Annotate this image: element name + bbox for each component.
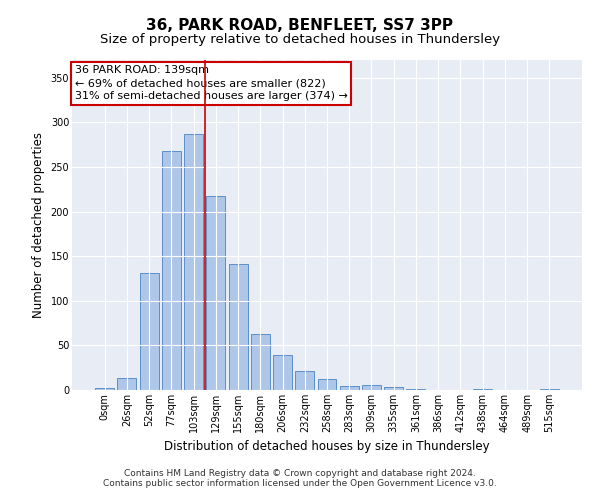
Bar xyxy=(362,384,381,390)
Y-axis label: Number of detached properties: Number of detached properties xyxy=(32,132,45,318)
Bar xyxy=(540,389,559,390)
Bar xyxy=(229,264,248,390)
Bar xyxy=(473,389,492,390)
Text: Contains HM Land Registry data © Crown copyright and database right 2024.: Contains HM Land Registry data © Crown c… xyxy=(124,468,476,477)
Bar xyxy=(118,378,136,390)
Bar xyxy=(206,196,225,390)
Bar xyxy=(340,386,359,390)
Bar xyxy=(140,273,158,390)
Text: 36 PARK ROAD: 139sqm
← 69% of detached houses are smaller (822)
31% of semi-deta: 36 PARK ROAD: 139sqm ← 69% of detached h… xyxy=(74,65,347,102)
Text: 36, PARK ROAD, BENFLEET, SS7 3PP: 36, PARK ROAD, BENFLEET, SS7 3PP xyxy=(146,18,454,32)
Bar xyxy=(95,388,114,390)
Bar xyxy=(162,151,181,390)
Bar xyxy=(184,134,203,390)
Text: Size of property relative to detached houses in Thundersley: Size of property relative to detached ho… xyxy=(100,32,500,46)
Bar xyxy=(384,388,403,390)
Bar xyxy=(295,372,314,390)
Text: Contains public sector information licensed under the Open Government Licence v3: Contains public sector information licen… xyxy=(103,478,497,488)
Bar xyxy=(317,380,337,390)
Bar xyxy=(406,389,425,390)
X-axis label: Distribution of detached houses by size in Thundersley: Distribution of detached houses by size … xyxy=(164,440,490,454)
Bar xyxy=(251,334,270,390)
Bar xyxy=(273,355,292,390)
